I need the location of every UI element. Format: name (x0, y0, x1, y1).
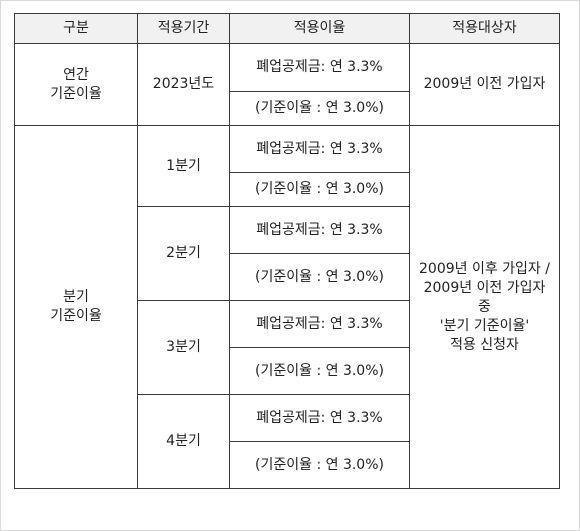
quarterly-target-line1: 2009년 이후 가입자 / (419, 260, 550, 277)
q1-rate-base: (기준이율 : 연 3.0%) (229, 172, 410, 207)
q3-period: 3분기 (137, 300, 230, 395)
q1-period: 1분기 (137, 125, 230, 207)
quarterly-category-line2: 기준이율 (50, 308, 102, 324)
q1-rate-main: 폐업공제금: 연 3.3% (229, 125, 410, 173)
q3-rate-main: 폐업공제금: 연 3.3% (229, 300, 410, 348)
table-row: (기준이율 : 연 3.0%) (15, 253, 560, 301)
interest-rate-table: 구분 적용기간 적용이율 적용대상자 연간 기준이율 2023년도 폐업공제금:… (14, 13, 560, 489)
q2-rate-base: (기준이율 : 연 3.0%) (229, 253, 410, 301)
annual-category-cell: 연간 기준이율 (14, 43, 138, 126)
table-row: 4분기 폐업공제금: 연 3.3% (15, 394, 560, 489)
annual-category-line2: 기준이율 (50, 85, 102, 102)
quarterly-target-line5: 적용 신청자 (450, 336, 519, 353)
header-target: 적용대상자 (409, 13, 560, 44)
table-row: (기준이율 : 연 3.0%) (15, 347, 560, 395)
annual-category-line1: 연간 (63, 66, 89, 83)
quarterly-target-cell: 2009년 이후 가입자 / 2009년 이전 가입자 중 '분기 기준이율' … (409, 125, 560, 489)
quarterly-category-line1: 분기 (63, 289, 89, 305)
quarterly-target-line2: 2009년 이전 가입자 (423, 279, 546, 296)
header-period: 적용기간 (137, 13, 230, 44)
quarterly-target-line4: '분기 기준이율' (439, 317, 530, 334)
annual-period: 2023년도 (137, 43, 230, 126)
table-row: (기준이율 : 연 3.0%) (15, 441, 560, 489)
header-row: 구분 적용기간 적용이율 적용대상자 (14, 13, 560, 44)
q2-period: 2분기 (137, 206, 230, 301)
q4-rate-main: 폐업공제금: 연 3.3% (229, 394, 410, 442)
table-row: 분기 기준이율 1분기 폐업공제금: 연 3.3% 2009년 이후 가입자 /… (14, 125, 560, 489)
annual-rate-main: 폐업공제금: 연 3.3% (229, 43, 410, 92)
quarterly-category-cell: 분기 기준이율 (14, 125, 138, 489)
q4-period: 4분기 (137, 394, 230, 489)
annual-target: 2009년 이전 가입자 (409, 43, 560, 126)
header-category: 구분 (14, 13, 138, 44)
q2-rate-main: 폐업공제금: 연 3.3% (229, 206, 410, 254)
table-row: 2분기 폐업공제금: 연 3.3% (15, 206, 560, 301)
annual-rate-base: (기준이율 : 연 3.0%) (229, 91, 410, 126)
table-row: 3분기 폐업공제금: 연 3.3% (15, 300, 560, 395)
q3-rate-base: (기준이율 : 연 3.0%) (229, 347, 410, 395)
q4-rate-base: (기준이율 : 연 3.0%) (229, 441, 410, 489)
header-rate: 적용이율 (229, 13, 410, 44)
table-row: 연간 기준이율 2023년도 폐업공제금: 연 3.3% 2009년 이전 가입… (14, 43, 560, 126)
quarterly-target-line3: 중 (478, 298, 491, 315)
